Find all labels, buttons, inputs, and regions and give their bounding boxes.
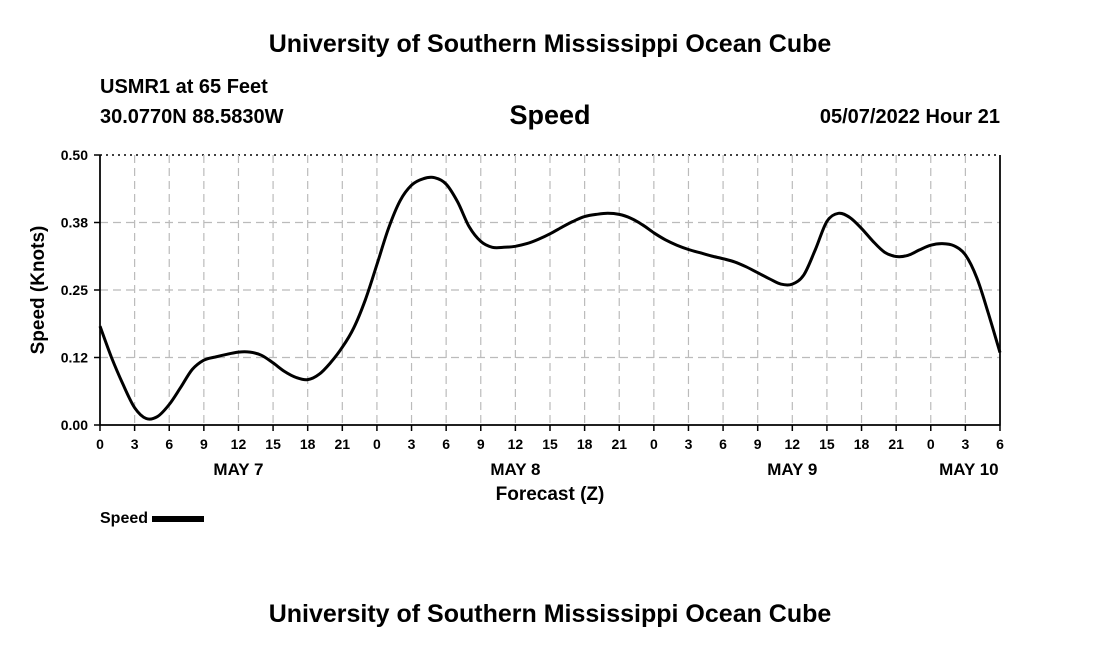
legend-label: Speed (100, 510, 149, 527)
day-labels: MAY 7 MAY 8 MAY 9 MAY 10 (213, 460, 998, 479)
y-tick-label: 0.50 (61, 147, 88, 163)
x-tick-label: 6 (719, 436, 727, 452)
y-axis-label: Speed (Knots) (28, 226, 49, 355)
x-tick-label: 3 (961, 436, 969, 452)
x-tick-label: 21 (611, 436, 627, 452)
x-tick-label: 9 (754, 436, 762, 452)
station-label: USMR1 at 65 Feet (100, 76, 268, 98)
x-tick-label: 21 (335, 436, 351, 452)
grid-lines (100, 154, 1000, 425)
chart-top-title: University of Southern Mississippi Ocean… (268, 30, 832, 58)
day-label: MAY 10 (939, 460, 999, 479)
speed-series-line (98, 175, 1002, 421)
day-label: MAY 7 (213, 460, 263, 479)
x-tick-label: 21 (888, 436, 904, 452)
x-tick-label: 15 (819, 436, 835, 452)
x-tick-label: 6 (442, 436, 450, 452)
legend-line-swatch (152, 515, 205, 522)
y-tick-label: 0.38 (61, 215, 88, 231)
x-axis-label: Forecast (Z) (496, 484, 605, 505)
x-tick-label: 3 (685, 436, 693, 452)
day-label: MAY 9 (767, 460, 817, 479)
y-tick-label: 0.25 (61, 282, 88, 298)
chart-bottom-title: University of Southern Mississippi Ocean… (268, 600, 832, 628)
x-tick-label: 18 (854, 436, 870, 452)
x-tick-label: 9 (477, 436, 485, 452)
x-tick-label: 18 (577, 436, 593, 452)
x-tick-label: 15 (542, 436, 558, 452)
day-label: MAY 8 (490, 460, 540, 479)
x-tick-label: 6 (996, 436, 1004, 452)
x-tick-label: 9 (200, 436, 208, 452)
x-tick-label: 3 (131, 436, 139, 452)
x-tick-label: 15 (265, 436, 281, 452)
legend: Speed (100, 510, 205, 528)
x-tick-label: 0 (927, 436, 935, 452)
parameter-title: Speed (509, 100, 591, 130)
x-tick-label: 12 (508, 436, 524, 452)
forecast-datetime: 05/07/2022 Hour 21 (819, 106, 1000, 128)
x-tick-label: 12 (231, 436, 247, 452)
x-tick-label: 0 (650, 436, 658, 452)
y-tick-label: 0.12 (61, 350, 88, 366)
x-tick-labels: 0 3 6 9 12 15 18 21 0 3 6 9 12 15 18 21 0 3 6 9 12 15 18 21 0 3 6 (96, 436, 1004, 452)
axis-ticks (94, 154, 1001, 431)
x-tick-label: 3 (408, 436, 416, 452)
y-tick-labels: 0.00 0.12 0.25 0.38 0.50 (61, 147, 88, 433)
x-tick-label: 0 (373, 436, 381, 452)
x-tick-label: 6 (165, 436, 173, 452)
station-coordinates: 30.0770N 88.5830W (100, 106, 284, 128)
x-tick-label: 12 (785, 436, 801, 452)
x-tick-label: 0 (96, 436, 104, 452)
y-tick-label: 0.00 (61, 417, 88, 433)
x-tick-label: 18 (300, 436, 316, 452)
